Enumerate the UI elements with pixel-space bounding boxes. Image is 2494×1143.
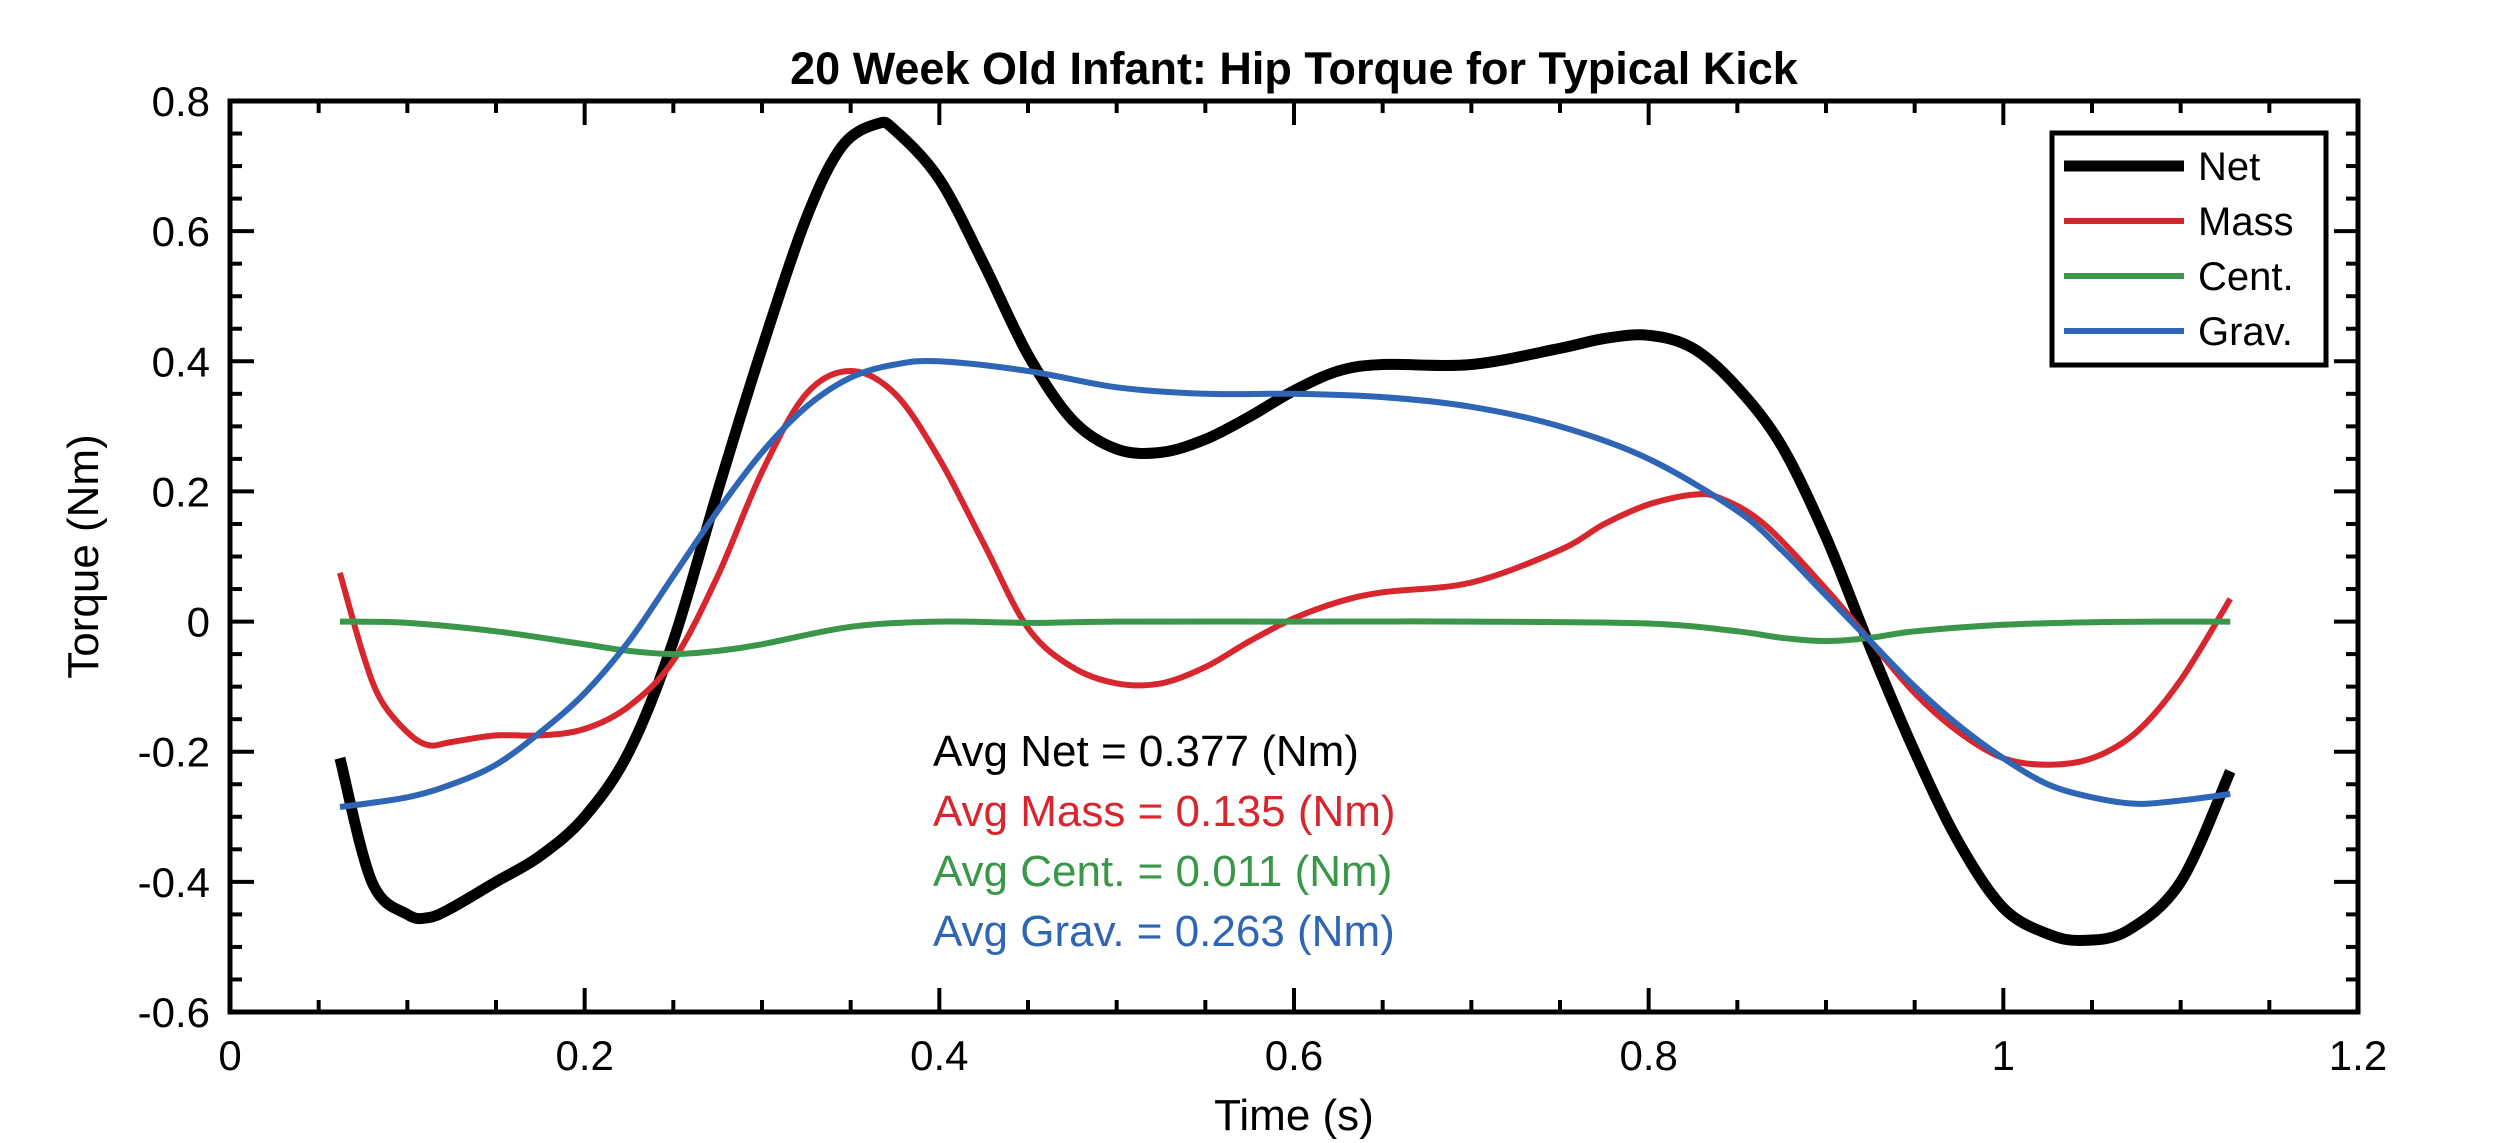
series-lines: [334, 116, 2236, 947]
y-tick-label: 0.4: [152, 338, 210, 385]
average-annotation: Avg Cent. = 0.011 (Nm): [933, 847, 1392, 896]
series-line-grav: [339, 357, 2231, 810]
y-tick-label: -0.6: [138, 989, 210, 1036]
series-line-mass: [337, 368, 2233, 768]
legend-label: Net: [2198, 145, 2260, 189]
y-tick-label: -0.4: [138, 859, 210, 906]
x-tick-label: 0.6: [1265, 1032, 1323, 1079]
x-tick-label: 0.4: [910, 1032, 968, 1079]
x-tick-label: 0: [218, 1032, 241, 1079]
plot-frame: [227, 98, 2361, 1015]
y-tick-label: -0.2: [138, 729, 210, 776]
y-axis-label: Torque (Nm): [59, 434, 108, 679]
legend: Net Mass Cent. Grav.: [2049, 130, 2329, 368]
y-tick-label: 0.2: [152, 468, 210, 515]
series-line-net: [334, 116, 2236, 947]
x-tick-label: 0.8: [1619, 1032, 1677, 1079]
x-tick-label: 0.2: [555, 1032, 613, 1079]
chart-title: 20 Week Old Infant: Hip Torque for Typic…: [790, 43, 1799, 94]
legend-label: Mass: [2198, 200, 2294, 244]
legend-label: Grav.: [2198, 310, 2293, 354]
x-axis-label: Time (s): [1214, 1091, 1374, 1140]
y-tick-label: 0.8: [152, 78, 210, 125]
x-tick-label: 1: [1992, 1032, 2015, 1079]
average-annotation: Avg Mass = 0.135 (Nm): [933, 787, 1396, 836]
axis-tick-labels: 0 0.2 0.4 0.6 0.8 1 1.2 -0.6 -0.4 -0.2 0 0.2 0.4 0.6 0…: [138, 78, 2388, 1079]
average-annotation: Avg Grav. = 0.263 (Nm): [933, 907, 1395, 956]
average-annotations: Avg Net = 0.377 (Nm) Avg Mass = 0.135 (Nm…: [933, 727, 1396, 956]
series-line-cent: [339, 618, 2231, 658]
legend-box: [2049, 130, 2329, 368]
x-tick-label: 1.2: [2329, 1032, 2387, 1079]
legend-label: Cent.: [2198, 255, 2294, 299]
y-tick-label: 0: [187, 599, 210, 646]
y-tick-label: 0.6: [152, 208, 210, 255]
average-annotation: Avg Net = 0.377 (Nm): [933, 727, 1359, 776]
